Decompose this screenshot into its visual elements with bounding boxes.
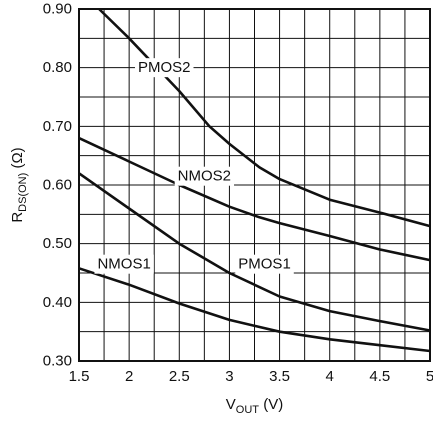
y-tick-label: 0.70 <box>43 118 72 135</box>
series-line-pmos1 <box>78 172 431 332</box>
x-tick-label: 2.5 <box>169 368 190 385</box>
series-line-pmos2 <box>98 8 431 228</box>
y-tick-label: 0.80 <box>43 59 72 76</box>
x-axis-title-main: V <box>226 396 236 413</box>
series-label-pmos1: PMOS1 <box>235 254 294 274</box>
x-tick-label: 2 <box>125 368 133 385</box>
x-tick-labels: 1.5 2 2.5 3 3.5 4 4.5 5 <box>69 368 433 385</box>
x-tick-label: 4.5 <box>369 368 390 385</box>
x-tick-label: 3.5 <box>269 368 290 385</box>
x-tick-label: 3 <box>225 368 233 385</box>
x-tick-label: 1.5 <box>69 368 90 385</box>
x-axis-title-unit: (V) <box>259 396 283 413</box>
series-label-nmos1: NMOS1 <box>94 254 154 274</box>
series-label-text: NMOS1 <box>97 256 150 273</box>
series-line-nmos2 <box>78 136 431 262</box>
y-axis-title: RDS(ON) (Ω) <box>9 147 29 222</box>
plot-frame <box>78 8 431 362</box>
y-axis-title-main: R <box>9 212 26 223</box>
series-label-background <box>94 254 154 274</box>
y-axis-title-sub: DS(ON) <box>17 173 29 212</box>
series-label-nmos2: NMOS2 <box>174 166 235 186</box>
series-labels: PMOS2 NMOS2 PMOS1 NMOS1 <box>94 58 294 274</box>
series-label-background <box>134 58 194 78</box>
x-tick-label: 5 <box>426 368 433 385</box>
series-label-text: NMOS2 <box>178 168 231 185</box>
series-line-nmos1 <box>78 267 431 353</box>
y-tick-label: 0.60 <box>43 177 72 194</box>
series-label-background <box>235 254 294 274</box>
grid <box>79 9 430 361</box>
y-tick-label: 0.30 <box>43 353 72 370</box>
y-tick-label: 0.50 <box>43 235 72 252</box>
y-axis-title-unit: (Ω) <box>9 147 26 172</box>
series-label-background <box>174 166 235 186</box>
y-tick-label: 0.40 <box>43 294 72 311</box>
x-axis-title: VOUT (V) <box>226 396 283 416</box>
series-label-pmos2: PMOS2 <box>134 58 194 78</box>
x-tick-label: 4 <box>326 368 334 385</box>
series-label-text: PMOS1 <box>238 256 291 273</box>
series-label-text: PMOS2 <box>138 59 191 76</box>
y-tick-label: 0.90 <box>43 1 72 18</box>
x-axis-title-sub: OUT <box>236 404 260 416</box>
y-tick-labels: 0.30 0.40 0.50 0.60 0.70 0.80 0.90 <box>43 1 72 370</box>
